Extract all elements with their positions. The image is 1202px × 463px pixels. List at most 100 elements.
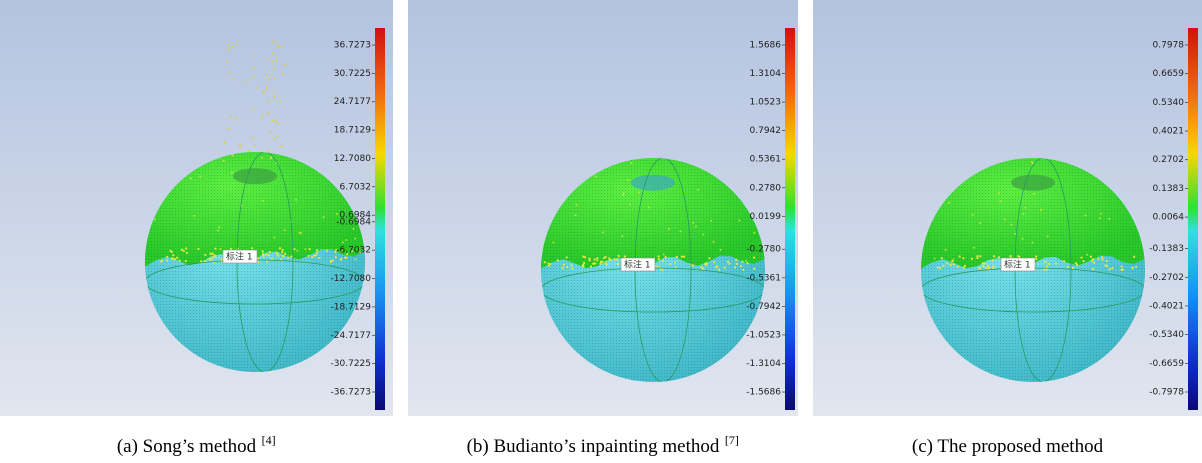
speckle bbox=[236, 117, 238, 119]
speckle bbox=[976, 257, 978, 259]
speckle bbox=[251, 247, 253, 249]
speckle bbox=[631, 162, 633, 164]
speckle bbox=[265, 253, 267, 255]
speckle bbox=[562, 267, 564, 269]
speckle bbox=[948, 202, 950, 204]
scale-label: -1.3104 bbox=[746, 359, 781, 369]
scale-label: 0.5340 bbox=[1153, 98, 1185, 108]
speckle bbox=[277, 254, 279, 256]
speckle bbox=[290, 255, 292, 257]
scale-label: 0.7942 bbox=[750, 126, 782, 136]
speckle bbox=[262, 253, 264, 255]
speckle bbox=[753, 256, 755, 258]
speckle bbox=[979, 222, 981, 224]
speckle bbox=[575, 214, 577, 216]
speckle bbox=[648, 206, 650, 208]
scale-label: -12.7080 bbox=[331, 274, 372, 284]
speckle bbox=[214, 248, 216, 250]
speckle bbox=[1111, 267, 1113, 269]
speckle bbox=[557, 259, 559, 261]
speckle bbox=[692, 222, 694, 224]
speckle bbox=[547, 262, 549, 264]
speckle bbox=[979, 255, 981, 257]
speckle bbox=[199, 176, 201, 178]
speckle bbox=[971, 258, 973, 260]
speckle bbox=[276, 135, 278, 137]
speckle bbox=[336, 213, 338, 215]
speckle bbox=[265, 74, 267, 76]
speckle bbox=[1133, 256, 1135, 258]
scale-label: 36.7273 bbox=[334, 41, 371, 51]
speckle bbox=[1131, 266, 1133, 268]
speckle bbox=[326, 250, 328, 252]
speckle bbox=[998, 256, 1000, 258]
speckle bbox=[946, 262, 948, 264]
speckle bbox=[1021, 238, 1023, 240]
speckle bbox=[262, 200, 264, 202]
speckle bbox=[304, 248, 306, 250]
speckle bbox=[355, 258, 357, 260]
speckle bbox=[937, 266, 939, 268]
speckle bbox=[603, 257, 605, 259]
scale-label: 0.5361 bbox=[750, 155, 782, 165]
speckle bbox=[1093, 262, 1095, 264]
speckle bbox=[1033, 193, 1035, 195]
speckle bbox=[964, 265, 966, 267]
scale-label: 18.7129 bbox=[334, 126, 371, 136]
speckle bbox=[736, 263, 738, 265]
speckle bbox=[602, 231, 604, 233]
speckle bbox=[1099, 217, 1101, 219]
speckle bbox=[309, 248, 311, 250]
speckle bbox=[1004, 219, 1006, 221]
speckle bbox=[273, 96, 275, 98]
speckle bbox=[1102, 258, 1104, 260]
speckle bbox=[618, 255, 620, 257]
speckle bbox=[668, 228, 670, 230]
speckle bbox=[296, 250, 298, 252]
speckle bbox=[571, 264, 573, 266]
speckle bbox=[740, 265, 742, 267]
speckle bbox=[287, 256, 289, 258]
speckle bbox=[281, 73, 283, 75]
speckle bbox=[217, 230, 219, 232]
speckle bbox=[617, 263, 619, 265]
speckle bbox=[1106, 260, 1108, 262]
color-bar bbox=[785, 28, 795, 410]
speckle bbox=[738, 220, 740, 222]
speckle bbox=[575, 204, 577, 206]
speckle bbox=[1086, 254, 1088, 256]
speckle bbox=[552, 241, 554, 243]
scale-label: -0.2780 bbox=[746, 245, 781, 255]
speckle bbox=[734, 266, 736, 268]
speckle bbox=[1090, 255, 1092, 257]
speckle bbox=[976, 255, 978, 257]
speckle bbox=[984, 262, 986, 264]
scale-label: -18.7129 bbox=[331, 302, 372, 312]
speckle bbox=[1032, 241, 1034, 243]
speckle bbox=[621, 235, 623, 237]
marker-label: 标注 1 bbox=[624, 259, 651, 271]
speckle bbox=[745, 260, 747, 262]
speckle bbox=[248, 150, 250, 152]
speckle bbox=[154, 218, 156, 220]
scale-label: -0.1383 bbox=[1149, 244, 1184, 254]
speckle bbox=[185, 247, 187, 249]
speckle bbox=[1022, 213, 1024, 215]
speckle bbox=[269, 131, 271, 133]
speckle bbox=[212, 256, 214, 258]
scale-label: 1.0523 bbox=[750, 98, 782, 108]
speckle bbox=[1010, 224, 1012, 226]
scale-label: 0.1383 bbox=[1153, 184, 1185, 194]
speckle bbox=[953, 263, 955, 265]
speckle bbox=[982, 265, 984, 267]
speckle bbox=[945, 249, 947, 251]
scale-label: 0.0199 bbox=[750, 212, 782, 222]
reference: [7] bbox=[725, 433, 739, 447]
speckle bbox=[1044, 261, 1046, 263]
speckle bbox=[267, 79, 269, 81]
speckle bbox=[716, 265, 718, 267]
speckle bbox=[279, 247, 281, 249]
speckle bbox=[571, 267, 573, 269]
scale-label: 30.7225 bbox=[334, 69, 371, 79]
speckle bbox=[724, 267, 726, 269]
